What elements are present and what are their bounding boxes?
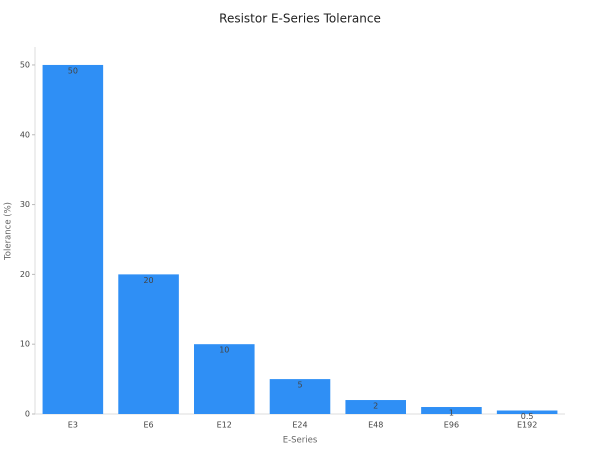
data-label: 5	[297, 381, 302, 390]
bar	[42, 64, 104, 414]
x-tick-label: E12	[217, 421, 232, 430]
y-tick-label: 50	[20, 60, 30, 69]
y-tick-label: 10	[20, 340, 30, 349]
y-tick-label: 20	[20, 270, 30, 279]
bar	[345, 400, 406, 414]
y-tick-label: 30	[20, 200, 30, 209]
data-label: 50	[68, 66, 78, 75]
data-label: 1	[449, 409, 454, 418]
chart-title: Resistor E-Series Tolerance	[219, 12, 381, 26]
data-label: 0.5	[521, 412, 534, 421]
bar	[269, 379, 331, 414]
x-tick-label: E6	[143, 421, 153, 430]
x-tick-label: E48	[368, 421, 383, 430]
data-label: 2	[373, 402, 378, 411]
bar	[194, 344, 255, 414]
bar	[118, 274, 179, 414]
x-axis-title: E-Series	[283, 436, 318, 446]
bar	[496, 410, 558, 414]
x-tick-label: E96	[444, 421, 459, 430]
y-tick-label: 0	[25, 410, 30, 419]
data-label: 20	[143, 276, 153, 285]
x-tick-label: E24	[292, 421, 307, 430]
data-label: 10	[219, 346, 229, 355]
x-tick-label: E3	[68, 421, 78, 430]
y-axis-title: Tolerance (%)	[4, 202, 14, 261]
bar	[421, 407, 482, 414]
y-tick-label: 40	[20, 130, 30, 139]
x-tick-label: E192	[517, 421, 537, 430]
